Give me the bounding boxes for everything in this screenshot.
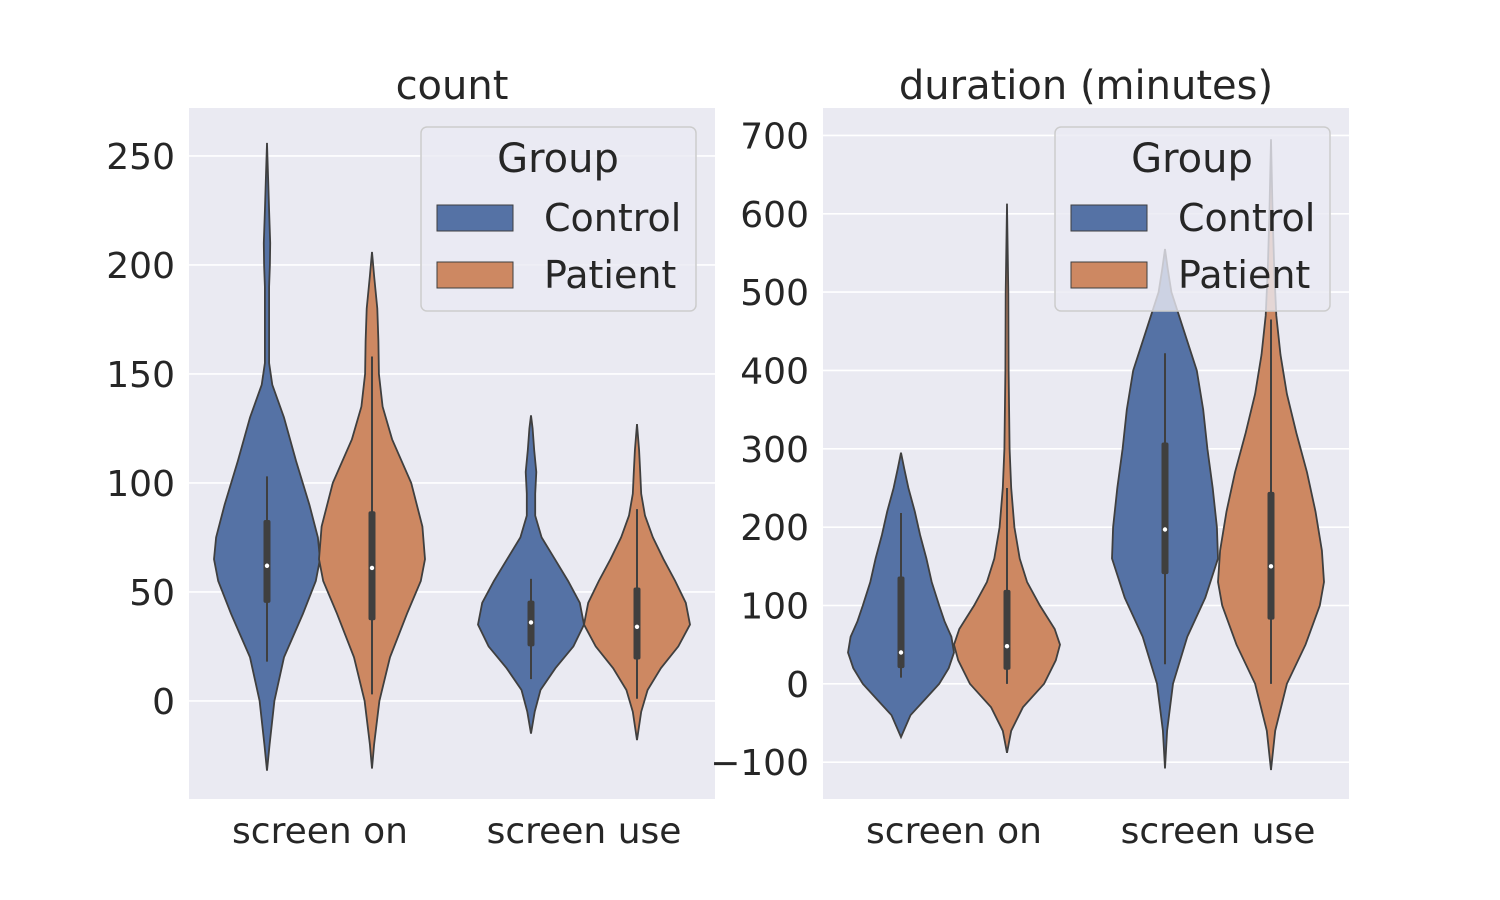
ytick-label: 700 (740, 116, 809, 157)
ytick-label: 100 (106, 464, 175, 505)
violin-patient-screen-on (953, 203, 1061, 753)
violin-median (264, 563, 270, 568)
ytick-label: 300 (740, 430, 809, 471)
duration-panel: −100 0 100 200 300 400 500 600 700 screen on scr… (710, 63, 1349, 852)
ytick-label: 400 (740, 351, 809, 392)
legend-label-control: Control (1178, 196, 1315, 240)
violin-control-screen-on (847, 452, 955, 740)
duration-xtick-screen-use: screen use (1121, 811, 1316, 852)
ytick-label: 600 (740, 195, 809, 236)
ytick-label: 100 (740, 586, 809, 627)
ytick-label: 0 (786, 665, 809, 706)
violin-median (898, 650, 904, 655)
count-yticks: 0 50 100 150 200 250 (106, 137, 175, 723)
violin-median (1162, 527, 1168, 532)
count-xtick-screen-use: screen use (487, 811, 682, 852)
legend-label-control: Control (544, 196, 681, 240)
count-xtick-screen-on: screen on (232, 811, 408, 852)
violin-median (634, 624, 640, 629)
duration-title: duration (minutes) (899, 63, 1273, 109)
duration-legend: Group Control Patient (1054, 126, 1331, 312)
violin-median (528, 620, 534, 625)
ytick-label: 200 (740, 508, 809, 549)
legend-swatch-patient (1070, 261, 1148, 289)
duration-yticks: −100 0 100 200 300 400 500 600 700 (710, 116, 809, 784)
violin-patient-screen-on (318, 251, 426, 769)
legend-label-patient: Patient (1178, 253, 1310, 297)
count-violins (213, 142, 691, 771)
ytick-label: 500 (740, 273, 809, 314)
legend-swatch-control (436, 204, 514, 232)
violin-iqr-box (263, 519, 271, 603)
violin-iqr-box (633, 587, 641, 660)
legend-swatch-patient (436, 261, 514, 289)
violin-iqr-box (1267, 491, 1275, 620)
ytick-label: 50 (129, 573, 175, 614)
count-title: count (396, 63, 509, 109)
violin-iqr-box (897, 576, 905, 669)
violin-median (1268, 564, 1274, 569)
violin-patient-screen-use (583, 424, 691, 741)
violin-control-screen-use (477, 415, 585, 734)
ytick-label: 150 (106, 355, 175, 396)
ytick-label: 200 (106, 246, 175, 287)
violin-median (1004, 644, 1010, 649)
legend-swatch-control (1070, 204, 1148, 232)
ytick-label: −100 (710, 743, 809, 784)
ytick-label: 250 (106, 137, 175, 178)
violin-body (953, 203, 1061, 753)
count-panel: 0 50 100 150 200 250 screen on screen use cou… (106, 63, 715, 852)
count-legend: Group Control Patient (420, 126, 697, 312)
legend-label-patient: Patient (544, 253, 676, 297)
legend-title: Group (1131, 136, 1253, 182)
violin-iqr-box (1003, 589, 1011, 670)
ytick-label: 0 (152, 682, 175, 723)
legend-title: Group (497, 136, 619, 182)
violin-median (369, 565, 375, 571)
violin-iqr-box (1161, 442, 1169, 575)
duration-violins (847, 139, 1325, 771)
duration-xtick-screen-on: screen on (866, 811, 1042, 852)
